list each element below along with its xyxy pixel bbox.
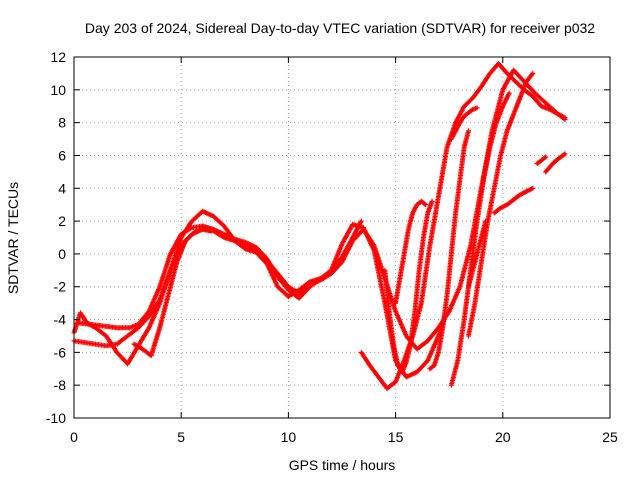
data-point [423, 202, 429, 208]
series-track [427, 128, 471, 372]
series-track [491, 185, 536, 216]
y-tick-label: -10 [46, 410, 66, 426]
x-tick-label: 25 [602, 429, 618, 445]
data-point [562, 151, 568, 157]
plot-frame [73, 56, 611, 419]
data-point [358, 218, 364, 224]
data-point [543, 154, 549, 160]
data-point [530, 70, 536, 76]
y-axis-label: SDTVAR / TECUs [5, 182, 21, 294]
data-point [530, 185, 536, 191]
y-tick-label: 0 [58, 246, 66, 262]
y-tick-label: 12 [50, 49, 66, 65]
series-track [382, 198, 435, 375]
data-point [208, 228, 214, 234]
data-point [562, 115, 568, 121]
x-tick-label: 0 [70, 429, 78, 445]
x-tick-label: 15 [388, 429, 404, 445]
y-tick-label: 10 [50, 82, 66, 98]
grid [74, 57, 610, 418]
series-track [393, 198, 429, 306]
series-track [543, 151, 568, 175]
series-track [71, 67, 568, 352]
data-point [465, 128, 471, 134]
series-track [131, 226, 214, 359]
series-track [75, 218, 364, 331]
y-tick-label: -2 [54, 279, 67, 295]
data-points [71, 61, 568, 391]
y-tick-label: 8 [58, 115, 66, 131]
x-tick-label: 20 [495, 429, 511, 445]
data-point [429, 198, 435, 204]
data-point [474, 105, 480, 111]
y-tick-label: 6 [58, 147, 66, 163]
x-tick-label: 10 [281, 429, 297, 445]
x-tick-label: 5 [177, 429, 185, 445]
x-axis-label: GPS time / hours [289, 457, 396, 473]
series-track [534, 154, 549, 167]
y-tick-label: -6 [54, 344, 67, 360]
data-point [506, 90, 512, 96]
axis-ticks: 0 5 10 15 20 25 -10 -8 -6 -4 -2 0 2 4 6 8 10 12 [46, 49, 618, 445]
data-point [483, 218, 489, 224]
series-track [448, 90, 512, 388]
series-track [465, 70, 536, 339]
series-track [448, 105, 480, 142]
y-tick-label: -4 [54, 312, 67, 328]
y-tick-label: 2 [58, 213, 66, 229]
y-tick-label: 4 [58, 180, 66, 196]
chart-title: Day 203 of 2024, Sidereal Day-to-day VTE… [85, 20, 595, 36]
y-tick-label: -8 [54, 377, 67, 393]
series-track [465, 218, 489, 290]
